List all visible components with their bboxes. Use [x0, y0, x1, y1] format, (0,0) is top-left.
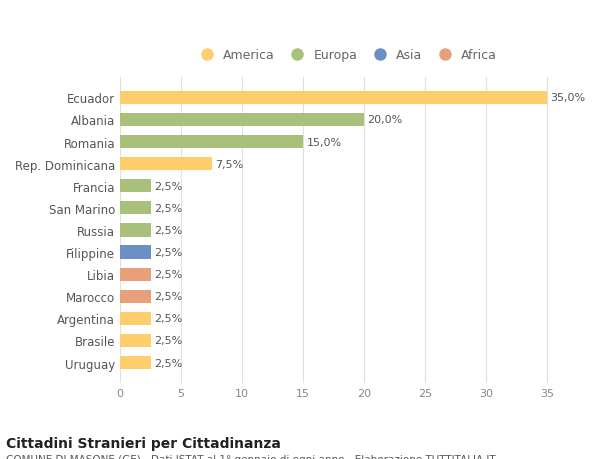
- Text: 2,5%: 2,5%: [154, 225, 182, 235]
- Bar: [120, 224, 151, 237]
- Text: 2,5%: 2,5%: [154, 313, 182, 324]
- Bar: [120, 158, 212, 171]
- Text: 2,5%: 2,5%: [154, 358, 182, 368]
- Text: 7,5%: 7,5%: [215, 159, 244, 169]
- Bar: [120, 202, 151, 215]
- Text: 2,5%: 2,5%: [154, 247, 182, 257]
- Text: 2,5%: 2,5%: [154, 181, 182, 191]
- Bar: [120, 113, 364, 127]
- Bar: [120, 334, 151, 347]
- Text: 2,5%: 2,5%: [154, 291, 182, 302]
- Text: COMUNE DI MASONE (GE) - Dati ISTAT al 1° gennaio di ogni anno - Elaborazione TUT: COMUNE DI MASONE (GE) - Dati ISTAT al 1°…: [6, 454, 496, 459]
- Text: Cittadini Stranieri per Cittadinanza: Cittadini Stranieri per Cittadinanza: [6, 436, 281, 450]
- Text: 2,5%: 2,5%: [154, 203, 182, 213]
- Bar: [120, 246, 151, 259]
- Bar: [120, 312, 151, 325]
- Legend: America, Europa, Asia, Africa: America, Europa, Asia, Africa: [190, 44, 502, 67]
- Text: 20,0%: 20,0%: [368, 115, 403, 125]
- Text: 35,0%: 35,0%: [551, 93, 586, 103]
- Bar: [120, 180, 151, 193]
- Bar: [120, 290, 151, 303]
- Text: 15,0%: 15,0%: [307, 137, 342, 147]
- Text: 2,5%: 2,5%: [154, 336, 182, 346]
- Bar: [120, 91, 547, 105]
- Bar: [120, 268, 151, 281]
- Text: 2,5%: 2,5%: [154, 269, 182, 280]
- Bar: [120, 135, 303, 149]
- Bar: [120, 356, 151, 369]
